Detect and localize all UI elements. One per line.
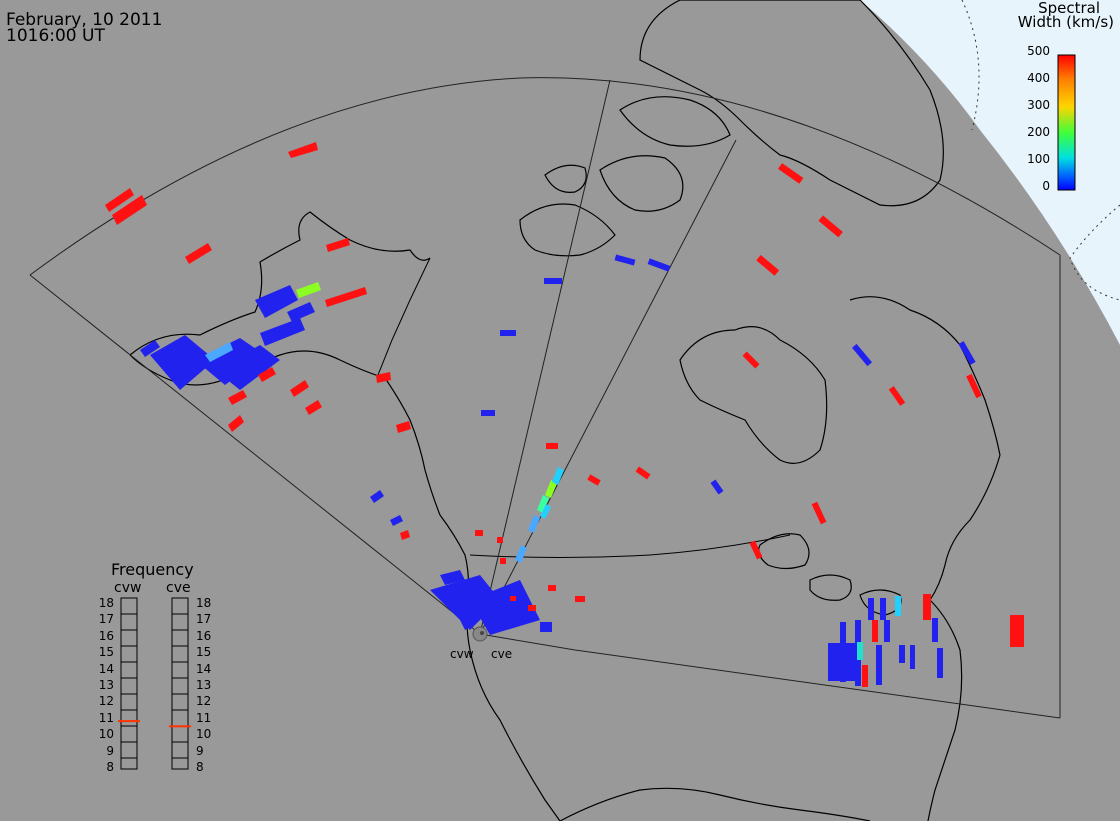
frequency-gauges	[120, 597, 189, 770]
colorbar-gradient	[1057, 54, 1076, 191]
frequency-title: Frequency	[111, 560, 194, 579]
frequency-left-label: 8	[106, 760, 114, 774]
frequency-right-label: 13	[196, 678, 212, 692]
cvw-frequency-marker	[118, 720, 140, 723]
frequency-right-label: 9	[196, 743, 204, 758]
frequency-right-label: 18	[196, 596, 212, 610]
time-label: 1016:00 UT	[6, 26, 105, 46]
date-label: February, 10 2011	[6, 10, 163, 30]
colorbar-tick-100: 100	[1027, 152, 1050, 166]
colorbar-tick-300: 300	[1027, 98, 1050, 112]
frequency-left-label: 18	[98, 596, 114, 610]
colorbar-title-line2: Width (km/s)	[1017, 13, 1114, 31]
frequency-right-label: 12	[196, 694, 212, 709]
cve-frequency-marker	[169, 725, 191, 728]
frequency-right-label: 15	[196, 645, 212, 660]
frequency-left-label: 16	[98, 628, 114, 643]
radar-label-east: cve	[491, 647, 513, 661]
frequency-left-label: 11	[98, 710, 114, 725]
latitude-circle-2	[1069, 204, 1120, 301]
radar-site-marker	[472, 626, 488, 642]
frequency-right-label: 14	[196, 661, 212, 676]
frequency-right-label: 17	[196, 612, 212, 627]
frequency-left-label: 14	[98, 661, 114, 676]
echoes-west	[105, 142, 562, 564]
frequency-radar2-label: cve	[166, 580, 191, 596]
colorbar-tick-200: 200	[1027, 125, 1050, 139]
frequency-left-label: 12	[98, 694, 114, 709]
frequency-right-label: 10	[196, 727, 212, 742]
colorbar-title-line1: Spectral	[1038, 0, 1100, 17]
frequency-left-label: 10	[98, 727, 114, 742]
frequency-right-label: 8	[196, 760, 204, 774]
frequency-left-label: 15	[98, 645, 114, 660]
colorbar-tick-0: 0	[1042, 179, 1050, 193]
frequency-left-label: 9	[106, 743, 114, 758]
echoes-beam	[515, 467, 564, 563]
colorbar-tick-400: 400	[1027, 71, 1050, 85]
frequency-radar1-label: cvw	[114, 580, 142, 596]
frequency-right-label: 16	[196, 628, 212, 643]
frequency-left-label: 13	[98, 678, 114, 692]
colorbar-tick-500: 500	[1027, 44, 1050, 58]
radar-label-west: cvw	[450, 647, 474, 661]
echoes-near-radar	[430, 570, 585, 635]
radar-site-dot	[480, 631, 484, 635]
frequency-left-label: 17	[98, 612, 114, 627]
echoes-east	[587, 163, 1024, 687]
frequency-right-label: 11	[196, 710, 212, 725]
polar-region	[860, 0, 1120, 345]
